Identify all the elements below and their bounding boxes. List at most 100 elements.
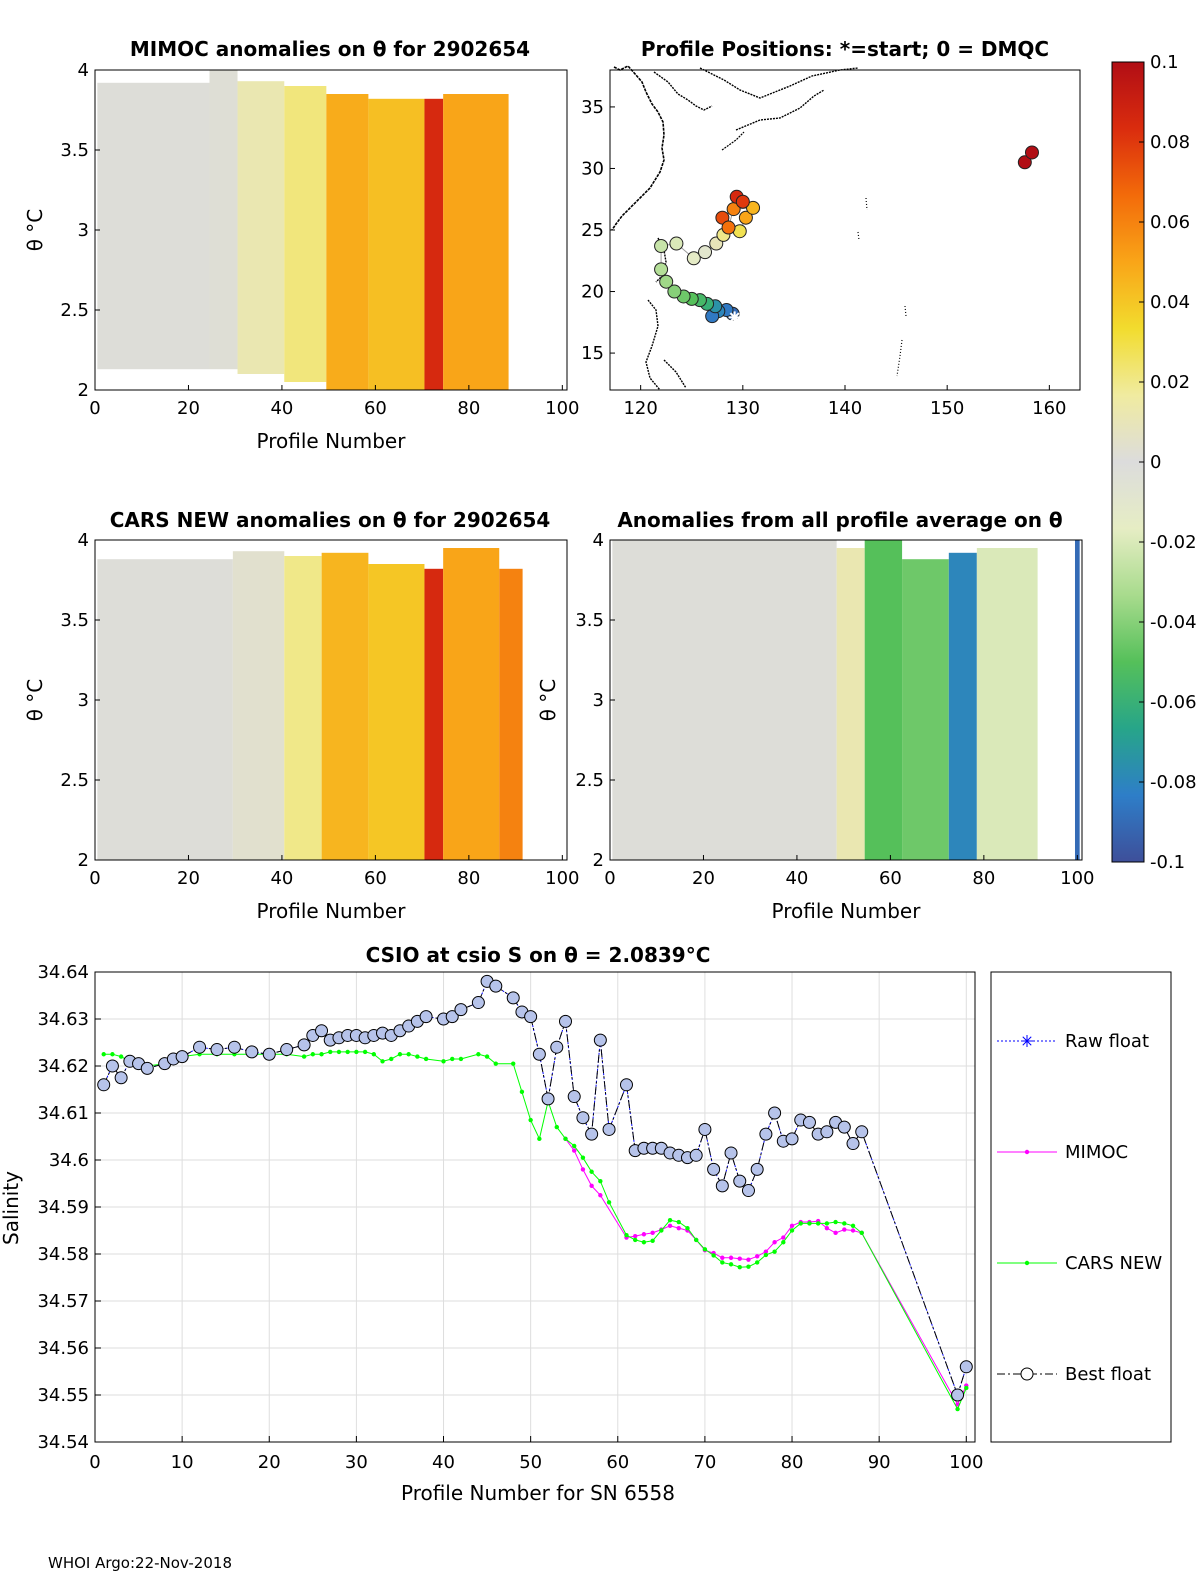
cars-new-point-71 xyxy=(824,1221,830,1226)
positions-ytick-label-1: 20 xyxy=(581,282,604,303)
average-xtick-label-5: 100 xyxy=(1060,868,1094,889)
profile-position-25 xyxy=(735,194,750,209)
salinity-ytick-label-6: 34.6 xyxy=(49,1150,89,1171)
best-float-point-48 xyxy=(619,1078,633,1092)
average-anomaly-block-6 xyxy=(1074,540,1080,860)
cars-new-point-65 xyxy=(772,1249,777,1254)
positions-xtick-label-2: 140 xyxy=(828,398,862,419)
cars-new-point-56 xyxy=(693,1237,699,1243)
average-xtick-label-1: 20 xyxy=(692,868,715,889)
cars-xtick-label-0: 0 xyxy=(89,868,100,889)
cars-new-point-47 xyxy=(606,1200,612,1205)
cars-xlabel: Profile Number xyxy=(257,899,407,923)
cars-xtick-label-2: 40 xyxy=(270,868,293,889)
average-axes-frame xyxy=(609,539,1083,861)
mimoc-xlabel: Profile Number xyxy=(257,429,407,453)
best-float-point-10 xyxy=(210,1043,224,1057)
start-marker xyxy=(728,311,741,324)
cars-new-line xyxy=(103,1051,967,1411)
best-float-point-9 xyxy=(193,1040,207,1054)
cars-new-point-34 xyxy=(484,1054,490,1059)
best-float-point-15 xyxy=(297,1038,311,1052)
cars-ylabel: θ °C xyxy=(23,679,47,722)
salinity-xtick-label-5: 50 xyxy=(519,1452,542,1473)
cars-new-point-1 xyxy=(110,1052,115,1057)
average-ytick-label-3: 3.5 xyxy=(575,610,604,631)
mimoc-point-3 xyxy=(589,1183,594,1189)
best-float-point-0 xyxy=(97,1078,111,1092)
best-float-point-1 xyxy=(105,1059,119,1073)
legend-raw-float-label: Raw float xyxy=(1065,1031,1149,1052)
cars-xtick-label-4: 80 xyxy=(457,868,480,889)
salinity-xtick-label-0: 0 xyxy=(89,1452,100,1473)
mimoc-point-8 xyxy=(650,1230,655,1236)
cars-new-point-41 xyxy=(554,1124,559,1130)
best-float-point-47 xyxy=(602,1122,616,1136)
cars-new-point-64 xyxy=(763,1252,769,1258)
cars-anomaly-block-2 xyxy=(284,556,322,860)
positions-title: Profile Positions: *=start; 0 = DMQC xyxy=(641,37,1049,61)
colorbar-tick-label-2: 0.06 xyxy=(1150,212,1190,233)
best-float-point-14 xyxy=(280,1043,294,1057)
cars-new-point-21 xyxy=(354,1049,359,1055)
colorbar-tick-label-5: 0 xyxy=(1150,452,1161,473)
best-float-point-35 xyxy=(489,979,503,993)
salinity-xtick-label-7: 70 xyxy=(693,1452,716,1473)
mimoc-anomaly-block-6 xyxy=(424,98,444,391)
mimoc-point-6 xyxy=(632,1233,638,1239)
profile-position-19 xyxy=(738,210,753,225)
best-float-point-57 xyxy=(698,1122,712,1136)
average-xtick-label-2: 40 xyxy=(785,868,808,889)
average-ytick-label-1: 2.5 xyxy=(575,770,604,791)
cars-new-point-57 xyxy=(702,1247,708,1252)
best-float-point-73 xyxy=(837,1120,851,1134)
average-ytick-label-0: 2 xyxy=(593,850,604,871)
best-float-point-2 xyxy=(114,1071,128,1085)
positions-ytick-label-3: 30 xyxy=(581,158,604,179)
colorbar-tick-label-8: -0.06 xyxy=(1150,692,1197,713)
best-float-point-39 xyxy=(532,1047,546,1061)
positions-ytick-label-2: 25 xyxy=(581,220,604,241)
best-float-point-74 xyxy=(846,1137,860,1151)
mimoc-point-4 xyxy=(598,1193,603,1198)
cars-new-point-24 xyxy=(380,1059,385,1064)
average-ylabel: θ °C xyxy=(536,679,560,722)
average-anomaly-block-1 xyxy=(836,548,865,860)
best-float-point-40 xyxy=(541,1092,555,1106)
best-float-point-71 xyxy=(820,1125,834,1139)
cars-new-point-19 xyxy=(336,1049,342,1055)
legend-mimoc-label: MIMOC xyxy=(1065,1142,1128,1163)
average-anomaly-block-0 xyxy=(612,540,837,860)
salinity-ylabel: Salinity xyxy=(0,1171,23,1245)
cars-new-point-58 xyxy=(711,1253,716,1258)
profile-position-20 xyxy=(746,200,761,215)
best-float-point-63 xyxy=(750,1162,764,1176)
cars-new-point-22 xyxy=(362,1049,368,1055)
cars-title: CARS NEW anomalies on θ for 2902654 xyxy=(110,508,551,532)
colorbar-tick-label-7: -0.04 xyxy=(1150,612,1197,633)
best-float-point-59 xyxy=(715,1179,729,1193)
mimoc-panel: MIMOC anomalies on θ for 2902654 0 20 40 60… xyxy=(23,37,580,453)
best-float-point-11 xyxy=(227,1040,241,1054)
mimoc-anomaly-block-0 xyxy=(97,82,210,370)
cars-new-point-50 xyxy=(641,1240,647,1245)
mimoc-xtick-label-0: 0 xyxy=(89,398,100,419)
cars-ytick-label-3: 3.5 xyxy=(60,610,89,631)
cars-new-point-46 xyxy=(598,1178,603,1184)
cars-new-point-26 xyxy=(397,1052,403,1057)
positions-xtick-label-3: 150 xyxy=(930,398,964,419)
best-float-point-29 xyxy=(419,1010,433,1024)
cars-new-point-16 xyxy=(310,1052,316,1057)
cars-xtick-label-1: 20 xyxy=(177,868,200,889)
cars-new-point-37 xyxy=(519,1089,525,1095)
best-float-point-46 xyxy=(593,1033,607,1047)
cars-new-point-53 xyxy=(667,1217,673,1223)
colorbar-tick-label-10: -0.1 xyxy=(1150,852,1185,873)
mimoc-anomaly-block-7 xyxy=(443,94,509,390)
mimoc-point-21 xyxy=(763,1249,769,1254)
legend-box xyxy=(990,971,1172,1443)
average-xlabel: Profile Number xyxy=(772,899,922,923)
average-anomaly-block-5 xyxy=(976,548,1038,860)
cars-new-point-20 xyxy=(345,1049,350,1055)
best-float-point-61 xyxy=(733,1174,747,1188)
